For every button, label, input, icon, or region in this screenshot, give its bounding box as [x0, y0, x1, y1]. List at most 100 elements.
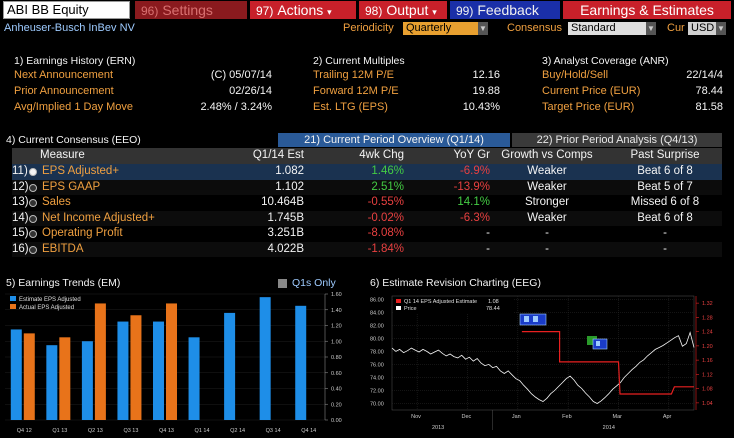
- row-radio-icon[interactable]: [29, 214, 37, 223]
- revision-y-axes: 86.00 84.00 82.00 80.00 78.00 76.00 74.00 72.00…: [370, 296, 713, 410]
- trends-y-axis: 1.60 1.40 1.20 1.00 0.80 0.60 0.40 0.20 0.00: [324, 292, 342, 424]
- revision-y-left-tick-label: 74.00: [370, 375, 384, 381]
- settings-num: 96): [141, 4, 159, 18]
- trends-y-tick-label: 1.20: [331, 324, 342, 330]
- periodicity-select[interactable]: Quarterly: [403, 22, 478, 35]
- header-4wk-chg[interactable]: 4wk Chg: [359, 149, 404, 161]
- estimate-cell: 1.745B: [267, 211, 304, 224]
- actual-bar: [23, 333, 35, 420]
- table-row[interactable]: 11) EPS Adjusted+ 1.082 1.46% -6.9% Weaker Bea…: [12, 164, 722, 180]
- earnings-history-title[interactable]: 1) Earnings History (ERN): [14, 55, 136, 67]
- consensus-label: Consensus: [507, 22, 563, 34]
- table-header-row: Measure Q1/14 Est 4wk Chg YoY Gr Growth …: [12, 148, 722, 164]
- revision-plot-bg: [391, 295, 695, 411]
- estimate-cell: 10.464B: [261, 196, 304, 208]
- actions-num: 97): [256, 4, 274, 18]
- row-radio-icon[interactable]: [29, 230, 37, 238]
- earnings-marker-icon-1[interactable]: [519, 313, 547, 326]
- estimate-cell: 1.082: [275, 165, 304, 177]
- q1s-only-checkbox[interactable]: [278, 279, 287, 288]
- consensus-select[interactable]: Standard: [568, 22, 646, 35]
- settings-button[interactable]: 96) Settings: [135, 1, 247, 19]
- tab-current-period[interactable]: 21) Current Period Overview (Q1/14): [278, 133, 510, 147]
- estimate-bar: [81, 341, 93, 420]
- output-button[interactable]: 98) Output ▾: [359, 1, 447, 19]
- trends-x-tick-label: Q1 14: [195, 428, 210, 434]
- row-radio-icon[interactable]: [29, 199, 37, 207]
- measure-cell: EBITDA: [42, 242, 84, 255]
- table-row[interactable]: 16) EBITDA 4.022B -1.84% - - -: [12, 241, 722, 257]
- row-number: 14): [12, 211, 29, 224]
- revision-y-right-tick-label: 1.32: [702, 301, 713, 307]
- revision-x-axis: Nov Dec Jan Feb Mar Apr 2013 2014: [411, 410, 672, 431]
- trends-y-tick-label: 1.60: [331, 292, 342, 298]
- header-measure[interactable]: Measure: [40, 149, 85, 161]
- revision-y-right-tick-label: 1.20: [702, 344, 713, 350]
- est-ltg-label: Est. LTG (EPS): [313, 101, 388, 113]
- actual-bar: [59, 337, 71, 420]
- growth-vs-comps-cell: Stronger: [524, 196, 570, 208]
- actions-label: Actions: [277, 2, 324, 18]
- revision-y-right-tick-label: 1.28: [702, 315, 713, 321]
- periodicity-chevron-icon[interactable]: ▼: [478, 22, 488, 35]
- tab-prior-period[interactable]: 22) Prior Period Analysis (Q4/13): [512, 133, 722, 147]
- revision-y-left-tick-label: 76.00: [370, 362, 384, 368]
- table-row[interactable]: 15) Operating Profit 3.251B -8.08% - - -: [12, 226, 722, 242]
- next-announcement-value: (C) 05/07/14: [210, 69, 272, 81]
- next-announcement-label: Next Announcement: [14, 69, 114, 81]
- estimate-cell: 3.251B: [267, 227, 304, 239]
- row-radio-icon[interactable]: [29, 183, 37, 192]
- trends-y-tick-label: 1.40: [331, 308, 342, 314]
- ticker-text: ABI BB Equity: [7, 2, 89, 17]
- buy-hold-sell-label: Buy/Hold/Sell: [542, 69, 609, 81]
- header-past-surprise[interactable]: Past Surprise: [630, 149, 700, 161]
- measure-cell: EPS Adjusted+: [42, 165, 120, 177]
- feedback-button[interactable]: 99) Feedback: [450, 1, 560, 19]
- feedback-num: 99): [456, 4, 474, 18]
- forward-pe-value: 19.88: [472, 85, 500, 97]
- consensus-chevron-icon[interactable]: ▼: [646, 22, 656, 35]
- current-price-value: 78.44: [695, 85, 723, 97]
- header-growth-vs-comps[interactable]: Growth vs Comps: [501, 149, 593, 161]
- estimate-cell: 4.022B: [267, 242, 304, 255]
- analyst-coverage-title[interactable]: 3) Analyst Coverage (ANR): [542, 55, 669, 67]
- output-label: Output: [386, 2, 429, 18]
- output-dropdown-icon: ▾: [432, 7, 437, 17]
- header-yoy-gr[interactable]: YoY Gr: [453, 149, 490, 161]
- row-radio-icon[interactable]: [29, 245, 37, 254]
- row-number: 11): [12, 165, 28, 177]
- revision-x-year-label: 2013: [432, 425, 444, 431]
- table-row[interactable]: 12) EPS GAAP 1.102 2.51% -13.9% Weaker Beat 5 …: [12, 179, 722, 195]
- 4wk-chg-cell: -8.08%: [367, 227, 404, 239]
- target-price-label: Target Price (EUR): [542, 101, 635, 113]
- table-row[interactable]: 13) Sales 10.464B -0.55% 14.1% Stronger Missed…: [12, 195, 722, 211]
- page-title: Earnings & Estimates: [563, 1, 731, 19]
- trends-y-tick-label: 0.80: [331, 355, 342, 361]
- estimate-revision-title[interactable]: 6) Estimate Revision Charting (EEG): [370, 277, 541, 289]
- earnings-trends-title[interactable]: 5) Earnings Trends (EM): [6, 277, 121, 289]
- row-number: 16): [12, 242, 29, 255]
- currency-select[interactable]: USD: [688, 22, 716, 35]
- ticker-field[interactable]: ABI BB Equity: [3, 1, 130, 19]
- yoy-gr-cell: -: [486, 242, 490, 255]
- table-row[interactable]: 14) Net Income Adjusted+ 1.745B -0.02% -6.3%…: [12, 210, 722, 226]
- trends-x-labels: Q4 12 Q1 13 Q2 13 Q3 13 Q4 13 Q1 14 Q2 14 Q3 14…: [17, 428, 316, 434]
- actions-button[interactable]: 97) Actions ▾: [250, 1, 356, 19]
- row-radio-icon[interactable]: [29, 168, 37, 176]
- earnings-marker-icon-2[interactable]: [587, 336, 608, 350]
- header-estimate[interactable]: Q1/14 Est: [252, 149, 304, 161]
- feedback-label: Feedback: [477, 2, 539, 18]
- currency-chevron-icon[interactable]: ▼: [716, 22, 726, 35]
- revision-lines: [391, 330, 695, 404]
- legend-price-label: Price: [404, 306, 417, 312]
- yoy-gr-cell: -6.3%: [459, 211, 490, 224]
- past-surprise-cell: Missed 6 of 8: [630, 196, 700, 208]
- revision-x-year-label: 2014: [603, 425, 615, 431]
- past-surprise-cell: Beat 6 of 8: [637, 211, 693, 224]
- revision-x-tick-label: Apr: [663, 414, 672, 420]
- avg-move-label: Avg/Implied 1 Day Move: [14, 101, 134, 113]
- yoy-gr-cell: 14.1%: [457, 196, 490, 208]
- measure-cell: Sales: [42, 196, 71, 208]
- trends-x-tick-label: Q4 14: [301, 428, 316, 434]
- target-price-value: 81.58: [695, 101, 723, 113]
